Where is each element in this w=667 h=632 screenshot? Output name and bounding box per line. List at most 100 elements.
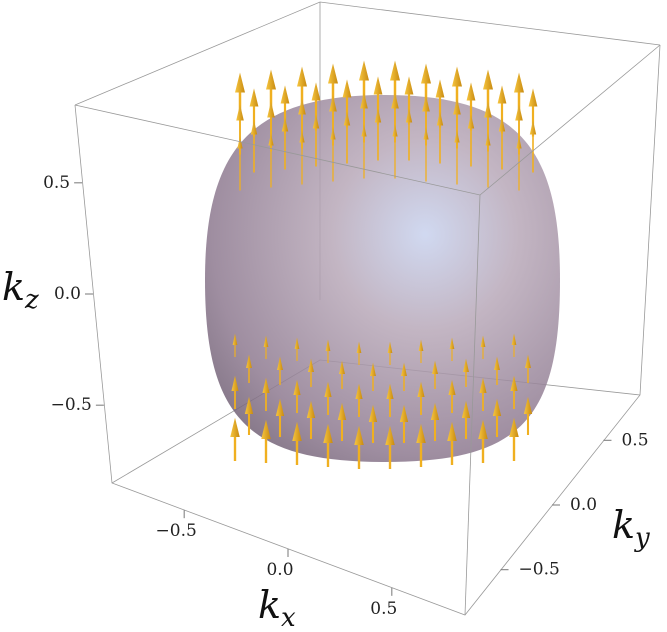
arrow-head (261, 419, 271, 439)
arrow (323, 423, 333, 467)
x-label-symbol: k (258, 583, 281, 627)
arrow-head (463, 358, 469, 372)
arrow (293, 379, 301, 413)
arrow (337, 402, 347, 441)
arrow (461, 400, 471, 439)
arrow-head (404, 76, 414, 95)
x-label-sub: x (281, 603, 296, 632)
arrow-head (480, 335, 486, 347)
arrow-head (329, 95, 337, 112)
y-label-symbol: k (612, 503, 635, 547)
arrow-head (484, 101, 492, 118)
arrow (263, 335, 269, 359)
arrow (392, 124, 398, 179)
arrow (262, 377, 270, 411)
arrow-head (390, 60, 400, 81)
arrow-head (421, 63, 431, 84)
arrow-head (432, 360, 438, 374)
arrow-head (401, 362, 407, 376)
arrow-head (330, 127, 336, 140)
y-label-sub: y (634, 523, 650, 553)
arrow (511, 333, 517, 357)
arrow (430, 402, 440, 441)
arrow-head (449, 337, 455, 349)
arrow (246, 354, 252, 383)
arrow (231, 375, 239, 409)
arrow-head (528, 88, 538, 107)
arrow (330, 127, 336, 182)
arrow (467, 114, 475, 167)
arrow (478, 419, 488, 463)
arrow (401, 362, 407, 391)
arrow (492, 398, 502, 437)
arrow (281, 117, 289, 170)
arrow-head (448, 379, 456, 395)
arrow-head (342, 79, 352, 98)
arrow-head (250, 120, 258, 135)
arrow-head (312, 114, 320, 129)
arrow-head (418, 339, 424, 351)
arrow-head (232, 333, 238, 345)
arrow-head (492, 398, 502, 416)
arrow (417, 381, 425, 415)
arrow-head (467, 114, 475, 129)
arrow (250, 120, 258, 173)
arrow-head (478, 419, 488, 439)
arrow-head (422, 95, 430, 112)
arrow (494, 356, 500, 385)
arrow (525, 354, 531, 383)
arrow-head (494, 356, 500, 370)
arrow (237, 136, 243, 191)
arrow-head (483, 69, 493, 90)
arrow-head (525, 354, 531, 368)
x-tick-label: 0.5 (370, 599, 397, 619)
arrow-head (368, 404, 378, 422)
arrow (294, 337, 300, 361)
arrow (523, 396, 533, 435)
arrow-head (514, 72, 524, 93)
x-axis-label: kx (258, 583, 296, 632)
arrow-head (405, 108, 413, 123)
arrow-head (325, 339, 331, 351)
arrow-head (454, 130, 460, 143)
arrow-head (510, 375, 518, 391)
ticks: −0.5 0.0 0.5 −0.5 0.0 0.5 −0.5 0.0 0.5 (43, 173, 648, 619)
arrow (324, 381, 332, 415)
y-tick-label: −0.5 (519, 560, 560, 580)
arrow-head (355, 383, 363, 399)
arrow-head (337, 402, 347, 420)
arrow-head (417, 381, 425, 397)
box-front (74, 44, 661, 616)
arrow-head (308, 358, 314, 372)
arrow (355, 383, 363, 417)
arrow-head (299, 130, 305, 143)
arrow-head (387, 341, 393, 353)
arrows (230, 60, 538, 469)
arrow-head (497, 85, 507, 104)
arrow-head (509, 417, 519, 437)
z-tick-label: 0.5 (43, 173, 70, 193)
arrow-head (386, 383, 394, 399)
arrow (277, 356, 283, 385)
arrow-head (298, 98, 306, 115)
arrow-head (529, 120, 537, 135)
arrow-head (452, 66, 462, 87)
arrow-head (385, 425, 395, 445)
arrow-head (370, 362, 376, 376)
arrow-head (361, 124, 367, 137)
y-axis-label: ky (612, 503, 650, 553)
arrow-head (277, 356, 283, 370)
arrow-head (231, 375, 239, 391)
arrow (485, 133, 491, 188)
arrow (480, 335, 486, 359)
arrow (416, 423, 426, 467)
arrow-head (392, 124, 398, 137)
arrow (308, 358, 314, 387)
arrow-head (374, 108, 382, 123)
arrow-head (373, 76, 383, 95)
arrow (436, 111, 444, 164)
arrow-head (339, 360, 345, 374)
arrow-head (306, 400, 316, 418)
arrow (306, 400, 316, 439)
arrow-head (280, 85, 290, 104)
